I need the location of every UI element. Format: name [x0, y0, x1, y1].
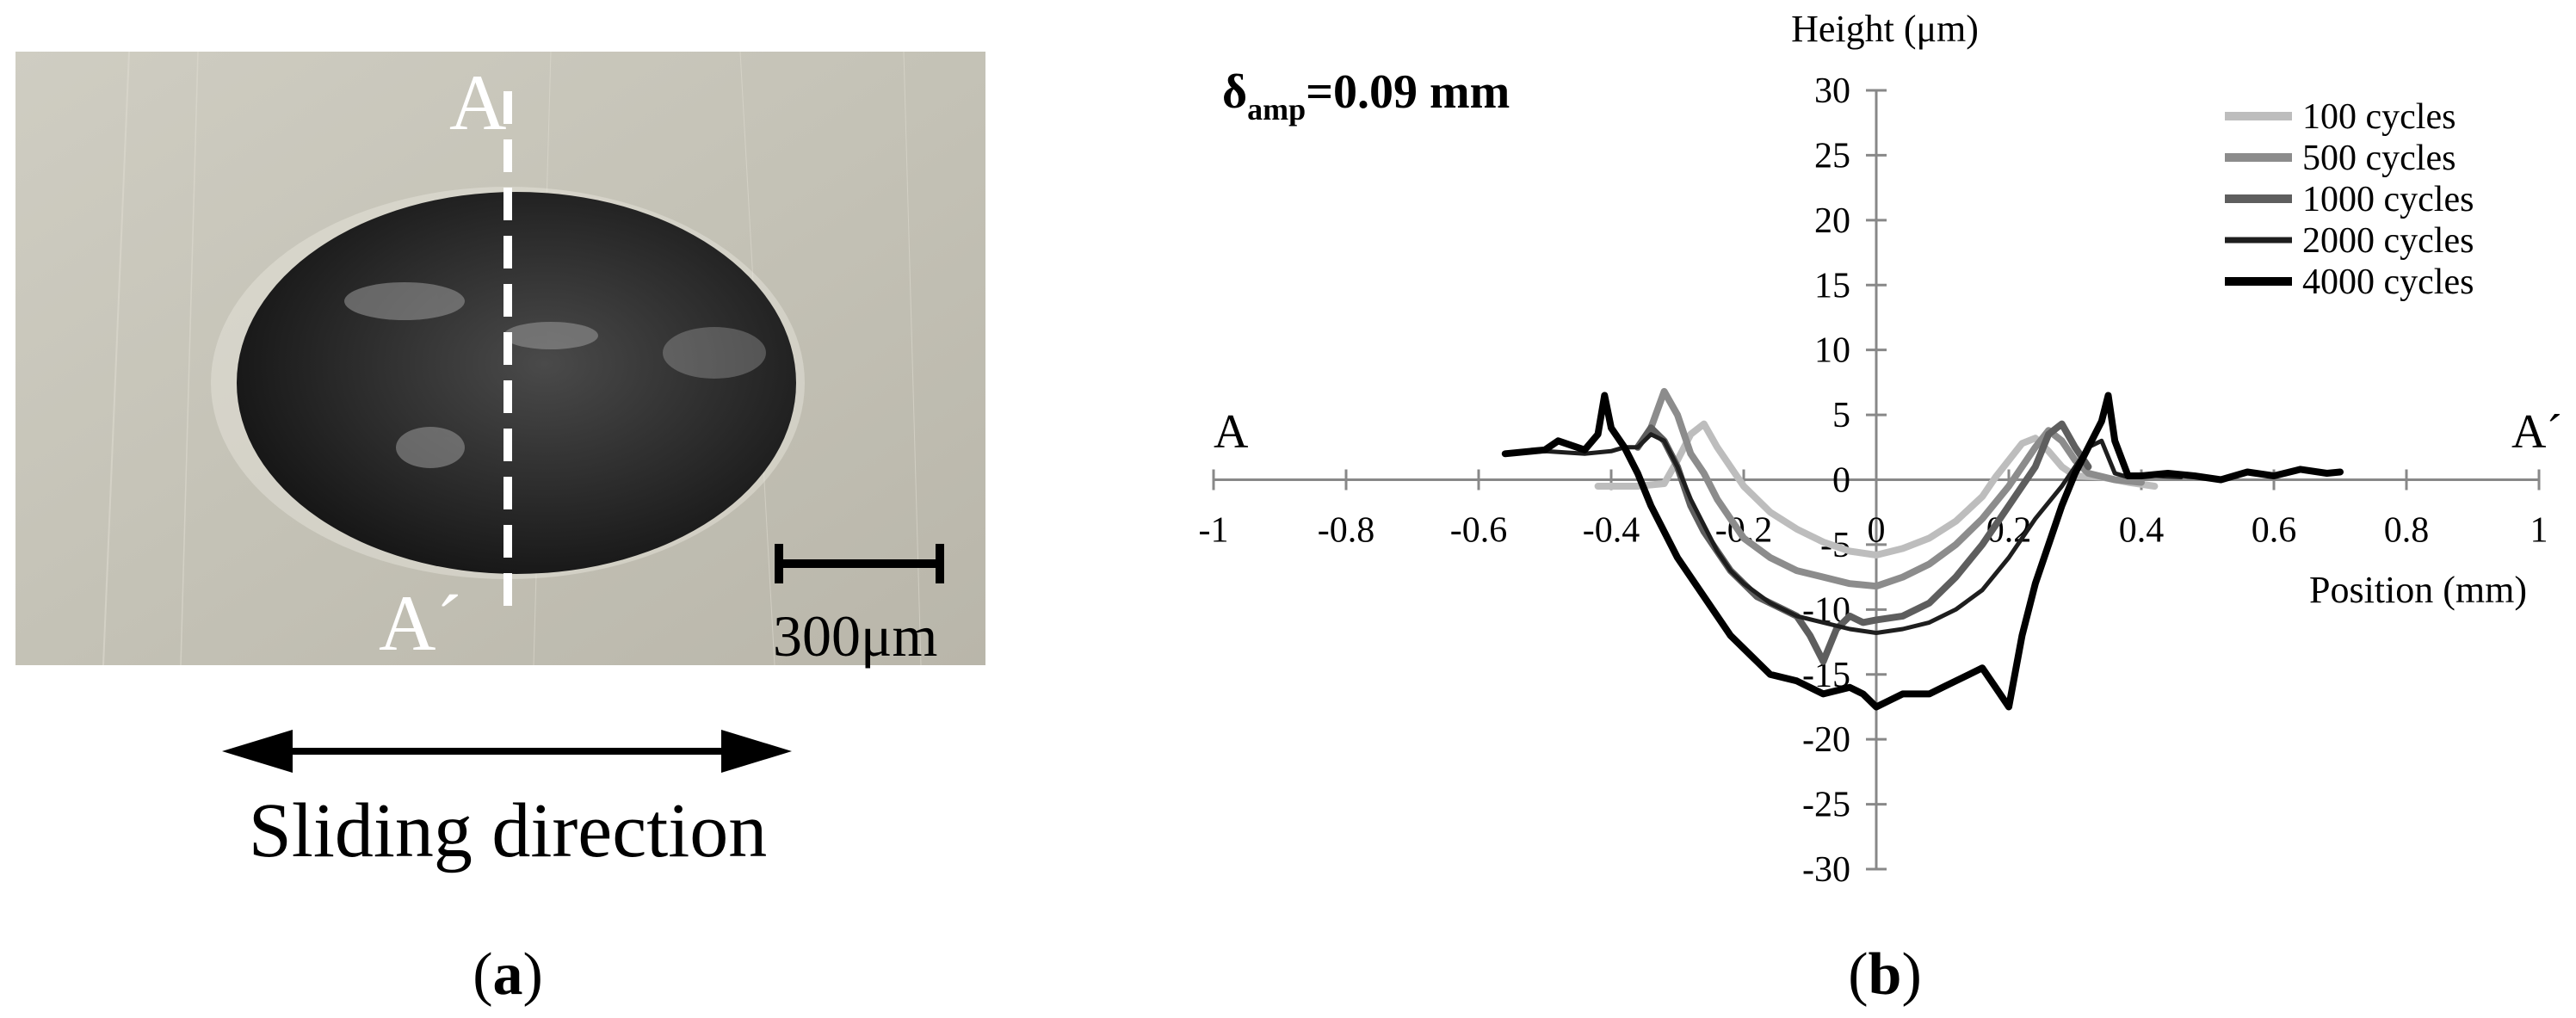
y-tick-label: 20 — [1814, 201, 1850, 241]
sliding-direction-arrow — [222, 730, 792, 773]
x-tick-label: 1 — [2530, 511, 2548, 551]
x-tick-label: -1 — [1199, 511, 1229, 551]
x-tick-label: -0.6 — [1450, 511, 1508, 551]
amplitude-symbol: δ — [1222, 65, 1247, 119]
legend-label: 100 cycles — [2302, 97, 2456, 137]
series-line-500-cycles — [1647, 387, 2145, 590]
caption-b: (b) — [1848, 941, 1922, 1008]
x-tick-label: 0 — [1868, 511, 1886, 551]
micrograph-panel: A A´ 300μm — [15, 51, 985, 669]
legend-label: 1000 cycles — [2302, 180, 2474, 219]
profile-chart: -1 -0.8 -0.6 -0.4 -0.2 0 0.2 0.4 0.6 0.8 1 3025201… — [1199, 8, 2563, 890]
y-tick-label: 0 — [1832, 461, 1850, 501]
wear-scar — [237, 192, 796, 574]
amplitude-value: =0.09 mm — [1306, 65, 1510, 119]
x-ticks: -1 -0.8 -0.6 -0.4 -0.2 0 0.2 0.4 0.6 0.8 1 — [1199, 469, 2548, 551]
caption-a: (a) — [473, 941, 543, 1008]
series-line-1000-cycles — [1634, 420, 2092, 665]
legend-label: 4000 cycles — [2302, 262, 2474, 302]
sliding-direction-label: Sliding direction — [249, 788, 767, 873]
section-label-start: A — [449, 59, 506, 146]
profile-end-label-left: A — [1214, 405, 1249, 459]
amplitude-annotation: δamp=0.09 mm — [1222, 65, 1510, 126]
x-tick-label: 0.4 — [2119, 511, 2165, 551]
y-tick-label: 10 — [1814, 331, 1850, 371]
x-axis-title: Position (mm) — [2309, 569, 2527, 611]
y-tick-label: 30 — [1814, 71, 1850, 111]
section-label-end: A´ — [379, 579, 462, 667]
y-tick-label: -30 — [1802, 850, 1850, 890]
wear-scar-highlights — [344, 282, 766, 468]
x-tick-label: -0.8 — [1318, 511, 1375, 551]
y-tick-label: -25 — [1802, 786, 1850, 825]
y-tick-label: 15 — [1814, 266, 1850, 305]
amplitude-subscript: amp — [1247, 92, 1306, 126]
x-tick-label: 0.8 — [2384, 511, 2430, 551]
y-tick-label: -20 — [1802, 720, 1850, 760]
x-tick-label: 0.6 — [2252, 511, 2297, 551]
y-axis-title: Height (μm) — [1791, 8, 1979, 50]
series-line-4000-cycles — [1501, 392, 2344, 711]
series-line-100-cycles — [1594, 420, 2159, 558]
series-lines — [1501, 387, 2344, 711]
profile-end-label-right: A´ — [2511, 405, 2562, 459]
y-tick-label: 25 — [1814, 136, 1850, 176]
x-tick-label: -0.4 — [1583, 511, 1640, 551]
scale-bar — [775, 544, 944, 583]
x-tick-label: -0.2 — [1715, 511, 1773, 551]
legend-label: 500 cycles — [2302, 139, 2456, 178]
scale-bar-label: 300μm — [773, 603, 937, 669]
legend-label: 2000 cycles — [2302, 221, 2474, 261]
y-tick-label: 5 — [1832, 396, 1850, 435]
